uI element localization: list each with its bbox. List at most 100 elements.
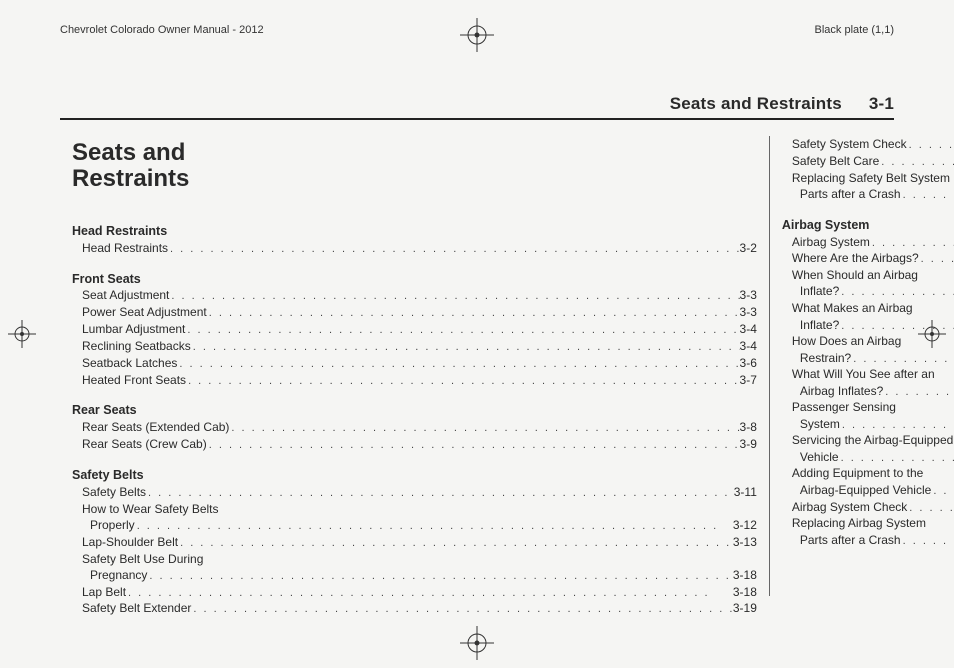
- toc-entry-label: Lumbar Adjustment: [82, 321, 185, 337]
- toc-entry: Properly 3-12: [72, 517, 757, 534]
- toc-entry-label: Seatback Latches: [82, 355, 177, 371]
- toc-leader: [840, 416, 954, 433]
- toc-entry-label: Power Seat Adjustment: [82, 304, 207, 320]
- toc-entry: Safety Belt Extender3-19: [72, 600, 757, 617]
- toc-leader: [207, 436, 740, 453]
- toc-entry: Restrain?3-25: [782, 350, 954, 367]
- toc-entry-page: 3-4: [740, 321, 757, 337]
- toc-entry: Lumbar Adjustment 3-4: [72, 321, 757, 338]
- toc-entry-label: Properly: [82, 517, 135, 533]
- toc-entry: Seat Adjustment3-3: [72, 287, 757, 304]
- toc-entry: Parts after a Crash3-34: [782, 532, 954, 549]
- toc-column-2: Safety System Check3-19Safety Belt Care3…: [769, 136, 954, 596]
- toc-leader: [186, 372, 739, 389]
- toc-leader: [931, 482, 954, 499]
- toc-entry-line: Passenger Sensing: [782, 399, 954, 415]
- toc-entry-page: 3-18: [733, 567, 757, 583]
- toc-leader: [191, 600, 732, 617]
- toc-entry: Lap Belt 3-18: [72, 584, 757, 601]
- toc-entry: Airbag-Equipped Vehicle3-33: [782, 482, 954, 499]
- chapter-title: Seats andRestraints: [72, 140, 757, 193]
- toc-entry-line: Servicing the Airbag-Equipped: [782, 432, 954, 448]
- toc-entry-label: Heated Front Seats: [82, 372, 186, 388]
- toc-entry-page: 3-8: [740, 419, 757, 435]
- toc-entry-label: Airbag Inflates?: [792, 383, 883, 399]
- toc-entry-label: Where Are the Airbags?: [792, 250, 919, 266]
- toc-entry: Reclining Seatbacks 3-4: [72, 338, 757, 355]
- toc-leader: [135, 517, 733, 534]
- toc-leader: [146, 484, 734, 501]
- toc-entry: Heated Front Seats 3-7: [72, 372, 757, 389]
- toc-entry-line: Replacing Safety Belt System: [782, 170, 954, 186]
- toc-leader: [839, 283, 954, 300]
- toc-leader: [177, 355, 739, 372]
- toc-entry-label: Restrain?: [792, 350, 851, 366]
- toc-entry-label: Airbag System: [792, 234, 870, 250]
- toc-leader: [147, 567, 732, 584]
- toc-entry-label: Parts after a Crash: [792, 186, 901, 202]
- toc-entry-line: Adding Equipment to the: [782, 465, 954, 481]
- toc-entry: System3-27: [782, 416, 954, 433]
- toc-entry-label: Reclining Seatbacks: [82, 338, 191, 354]
- toc-entry-page: 3-18: [733, 584, 757, 600]
- toc-section-head: Safety Belts: [72, 467, 757, 484]
- toc-leader: [185, 321, 739, 338]
- toc-entry: Inflate?3-24: [782, 283, 954, 300]
- toc-entry-label: Airbag-Equipped Vehicle: [792, 482, 931, 498]
- toc-entry-page: 3-2: [740, 240, 757, 256]
- toc-entry-page: 3-11: [734, 484, 757, 500]
- toc-entry: Power Seat Adjustment 3-3: [72, 304, 757, 321]
- toc-entry: Head Restraints 3-2: [72, 240, 757, 257]
- plate-info: Black plate (1,1): [815, 24, 894, 36]
- toc-entry-label: Safety System Check: [792, 136, 907, 152]
- toc-entry-label: Lap Belt: [82, 584, 126, 600]
- toc-section-head: Airbag System: [782, 217, 954, 234]
- toc-entry-line: What Will You See after an: [782, 366, 954, 382]
- toc-entry-label: System: [792, 416, 840, 432]
- toc-entry: Seatback Latches3-6: [72, 355, 757, 372]
- toc-entry-label: Lap-Shoulder Belt: [82, 534, 178, 550]
- toc-leader: [851, 350, 954, 367]
- toc-entry: Safety System Check3-19: [782, 136, 954, 153]
- running-head-page: 3-1: [869, 94, 894, 113]
- toc-section-head: Head Restraints: [72, 223, 757, 240]
- toc-entry-label: Head Restraints: [82, 240, 168, 256]
- toc-column-1: Seats andRestraints Head RestraintsHead …: [60, 136, 769, 596]
- toc-entry: Safety Belts 3-11: [72, 484, 757, 501]
- toc-entry-label: Airbag System Check: [792, 499, 907, 515]
- toc-entry-line: When Should an Airbag: [782, 267, 954, 283]
- toc-entry-label: Inflate?: [792, 317, 839, 333]
- toc-entry-page: 3-19: [733, 600, 757, 616]
- registration-mark-top: [460, 18, 494, 52]
- toc-entry-page: 3-9: [740, 436, 757, 452]
- toc-leader: [883, 383, 954, 400]
- registration-mark-bottom: [460, 626, 494, 660]
- toc-entry: Airbag Inflates?3-26: [782, 383, 954, 400]
- toc-entry-page: 3-3: [740, 304, 757, 320]
- manual-page: Chevrolet Colorado Owner Manual - 2012 B…: [0, 0, 954, 668]
- toc-entry-line: Replacing Airbag System: [782, 515, 954, 531]
- toc-entry-line: What Makes an Airbag: [782, 300, 954, 316]
- toc-entry: Rear Seats (Extended Cab)3-8: [72, 419, 757, 436]
- toc-entry: Parts after a Crash3-20: [782, 186, 954, 203]
- toc-entry-label: Safety Belts: [82, 484, 146, 500]
- toc-leader: [178, 534, 733, 551]
- toc-section-head: Front Seats: [72, 271, 757, 288]
- toc-entry-page: 3-4: [740, 338, 757, 354]
- toc-entry: Airbag System3-20: [782, 234, 954, 251]
- toc-entry-label: Pregnancy: [82, 567, 147, 583]
- toc-leader: [901, 532, 954, 549]
- toc-columns: Seats andRestraints Head RestraintsHead …: [60, 136, 894, 596]
- toc-entry: Where Are the Airbags?3-22: [782, 250, 954, 267]
- toc-leader: [229, 419, 739, 436]
- toc-leader: [879, 153, 954, 170]
- toc-entry-label: Parts after a Crash: [792, 532, 901, 548]
- toc-entry-page: 3-7: [740, 372, 757, 388]
- running-head-title: Seats and Restraints: [670, 94, 842, 113]
- toc-entry-label: Safety Belt Care: [792, 153, 879, 169]
- toc-entry-page: 3-12: [733, 517, 757, 533]
- toc-entry-page: 3-3: [740, 287, 757, 303]
- toc-leader: [169, 287, 739, 304]
- toc-entry: Vehicle3-32: [782, 449, 954, 466]
- toc-entry: Pregnancy 3-18: [72, 567, 757, 584]
